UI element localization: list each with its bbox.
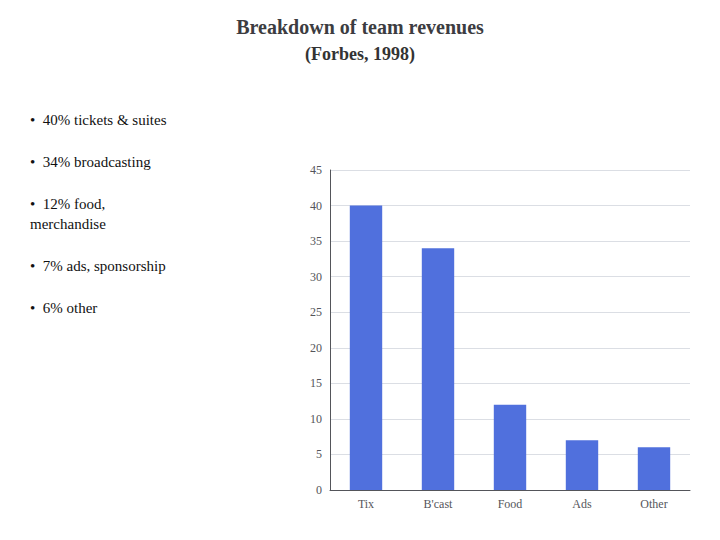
svg-text:• 6% other: • 6% other [30, 300, 97, 316]
svg-text:40: 40 [310, 199, 322, 213]
svg-text:45: 45 [310, 163, 322, 177]
svg-text:(Forbes, 1998): (Forbes, 1998) [305, 44, 415, 65]
svg-text:Breakdown of team revenues: Breakdown of team revenues [236, 16, 484, 38]
svg-text:10: 10 [310, 412, 322, 426]
svg-text:0: 0 [316, 483, 322, 497]
svg-text:Ads: Ads [572, 497, 592, 511]
svg-text:B'cast: B'cast [424, 497, 453, 511]
svg-text:Food: Food [498, 497, 523, 511]
svg-text:35: 35 [310, 234, 322, 248]
svg-text:30: 30 [310, 270, 322, 284]
svg-text:15: 15 [310, 376, 322, 390]
svg-text:20: 20 [310, 341, 322, 355]
svg-text:5: 5 [316, 447, 322, 461]
svg-text:Other: Other [640, 497, 667, 511]
svg-text:• 12% food,: • 12% food, [30, 196, 105, 212]
svg-text:merchandise: merchandise [30, 216, 106, 232]
svg-text:• 40% tickets & suites: • 40% tickets & suites [30, 112, 167, 128]
svg-text:Tix: Tix [358, 497, 374, 511]
svg-text:25: 25 [310, 305, 322, 319]
svg-text:• 34% broadcasting: • 34% broadcasting [30, 154, 151, 170]
svg-text:• 7% ads, sponsorship: • 7% ads, sponsorship [30, 258, 166, 274]
